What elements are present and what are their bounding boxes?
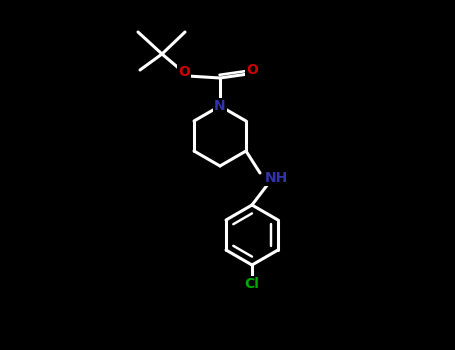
Text: N: N (214, 99, 226, 113)
Text: NH: NH (264, 171, 288, 185)
Text: Cl: Cl (245, 277, 259, 291)
Text: O: O (246, 63, 258, 77)
Text: O: O (178, 65, 190, 79)
